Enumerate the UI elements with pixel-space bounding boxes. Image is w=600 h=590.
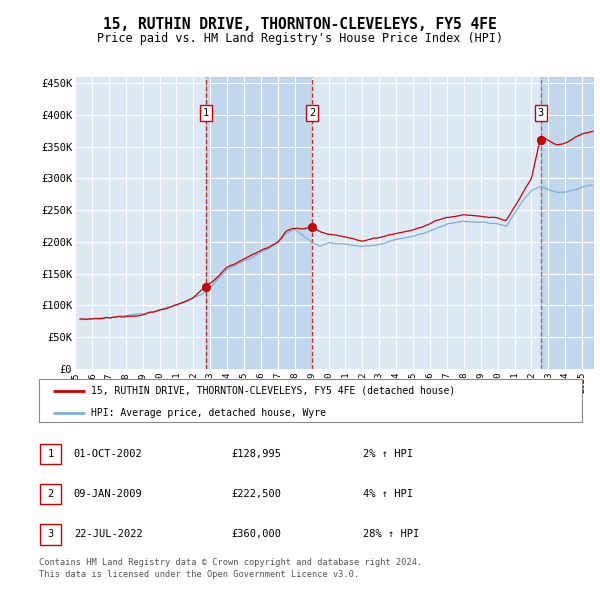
Text: HPI: Average price, detached house, Wyre: HPI: Average price, detached house, Wyre [91,408,326,418]
Text: 1: 1 [47,449,53,459]
Text: 2: 2 [309,108,316,118]
Text: Contains HM Land Registry data © Crown copyright and database right 2024.: Contains HM Land Registry data © Crown c… [39,558,422,568]
Text: 4% ↑ HPI: 4% ↑ HPI [363,489,413,499]
Text: 2: 2 [47,489,53,499]
Text: 28% ↑ HPI: 28% ↑ HPI [363,529,419,539]
Text: 15, RUTHIN DRIVE, THORNTON-CLEVELEYS, FY5 4FE (detached house): 15, RUTHIN DRIVE, THORNTON-CLEVELEYS, FY… [91,386,455,396]
Text: 22-JUL-2022: 22-JUL-2022 [74,529,143,539]
Text: £222,500: £222,500 [231,489,281,499]
Bar [206,77,312,369]
Text: 3: 3 [47,529,53,539]
Text: Price paid vs. HM Land Registry's House Price Index (HPI): Price paid vs. HM Land Registry's House … [97,32,503,45]
Text: 15, RUTHIN DRIVE, THORNTON-CLEVELEYS, FY5 4FE: 15, RUTHIN DRIVE, THORNTON-CLEVELEYS, FY… [103,17,497,32]
Text: 09-JAN-2009: 09-JAN-2009 [74,489,143,499]
Text: This data is licensed under the Open Government Licence v3.0.: This data is licensed under the Open Gov… [39,570,359,579]
Text: 2% ↑ HPI: 2% ↑ HPI [363,449,413,459]
Bar [541,77,594,369]
Text: £360,000: £360,000 [231,529,281,539]
Text: 01-OCT-2002: 01-OCT-2002 [74,449,143,459]
Text: 3: 3 [538,108,544,118]
Text: 1: 1 [203,108,209,118]
Text: £128,995: £128,995 [231,449,281,459]
